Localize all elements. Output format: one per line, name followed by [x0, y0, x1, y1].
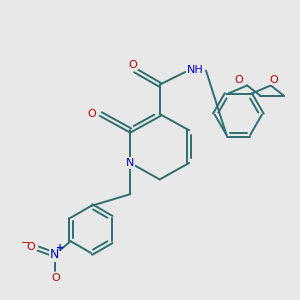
- Text: +: +: [56, 243, 64, 253]
- Text: N: N: [50, 248, 59, 261]
- Text: O: O: [27, 242, 35, 252]
- Text: O: O: [88, 109, 96, 119]
- Text: O: O: [234, 74, 243, 85]
- Text: −: −: [20, 238, 30, 248]
- Text: O: O: [128, 60, 137, 70]
- Text: N: N: [126, 158, 134, 168]
- Text: O: O: [269, 74, 278, 85]
- Text: O: O: [52, 273, 60, 283]
- Text: NH: NH: [187, 65, 204, 76]
